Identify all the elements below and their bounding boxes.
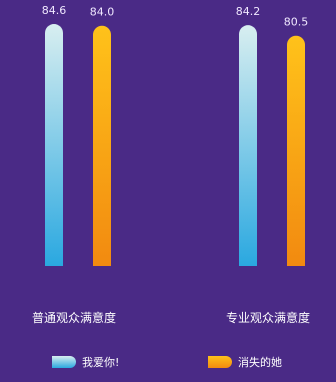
bar-1-1 [287, 35, 305, 266]
category-label-1: 专业观众满意度 [226, 310, 310, 325]
legend-swatch-0 [52, 356, 76, 368]
value-label-1-1: 80.5 [284, 16, 309, 29]
bar-0-0 [45, 24, 63, 266]
category-label-0: 普通观众满意度 [32, 310, 116, 325]
value-label-0-1: 84.2 [236, 5, 261, 18]
value-label-1-0: 84.0 [90, 6, 115, 19]
bar-0-1 [239, 25, 257, 267]
legend-label-1: 消失的她 [238, 355, 282, 369]
legend-label-0: 我爱你! [82, 356, 119, 369]
bar-1-0 [93, 25, 111, 266]
legend-swatch-1 [208, 356, 232, 368]
value-label-0-0: 84.6 [42, 4, 67, 17]
